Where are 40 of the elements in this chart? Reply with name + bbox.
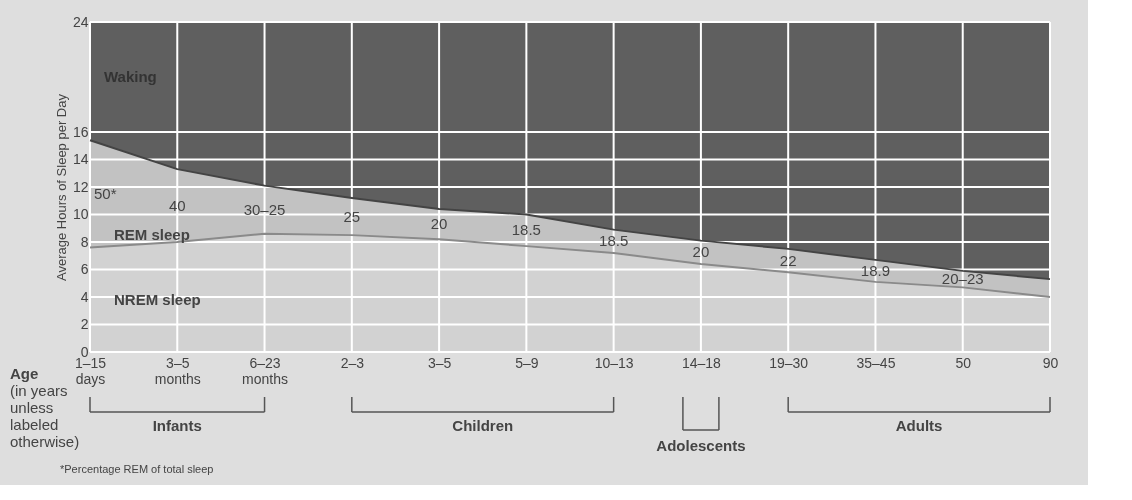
y-tick-label: 16: [72, 123, 89, 140]
annotation: 18.5: [511, 221, 541, 239]
x-tick-label: 2–3: [340, 354, 365, 371]
y-tick-label: 10: [72, 206, 89, 222]
y-tick-label: 12: [72, 178, 89, 195]
y-tick-label: 14: [72, 151, 89, 167]
annotation: 20–23: [941, 270, 984, 288]
y-tick-label: 2: [80, 316, 89, 332]
series-label: NREM sleep: [114, 290, 201, 308]
x-tick-label: 90: [1042, 354, 1059, 371]
annotation: 20: [692, 243, 710, 261]
x-tick-label: 50: [955, 354, 972, 371]
y-tick-label: 8: [80, 233, 89, 250]
x-tick-label: 14–18: [681, 354, 722, 371]
text: Adults: [895, 417, 943, 434]
y-tick-label: 6: [80, 261, 89, 277]
annotation: 40: [168, 196, 186, 214]
text: Children: [452, 417, 514, 434]
annotation: 50*: [94, 184, 117, 202]
x-tick-label: 3–5 months: [154, 354, 201, 387]
text: Infants: [152, 417, 202, 434]
annotation: 22: [779, 251, 797, 269]
annotation: 20: [430, 215, 448, 233]
x-tick-label: 5–9: [515, 354, 539, 371]
series-label: REM sleep: [114, 226, 190, 244]
y-tick-label: 4: [80, 288, 89, 305]
x-tick-label: 19–30: [769, 354, 809, 371]
annotation: 18.9: [860, 261, 891, 279]
x-tick-label: 6–23 months: [242, 354, 289, 387]
x-tick-label: 10–13: [594, 354, 634, 371]
text: Adolescents: [656, 437, 746, 454]
x-tick-label: 3–5: [427, 354, 452, 371]
annotation: 30–25: [243, 200, 286, 218]
annotation: 25: [343, 207, 361, 225]
x-tick-label: 35–45: [856, 354, 896, 371]
y-tick-label: 0: [80, 343, 89, 360]
y-tick-label: 24: [72, 13, 89, 30]
y-axis-title: Average Hours of Sleep per Day: [53, 93, 69, 281]
annotation: 18.5: [599, 232, 629, 250]
text: *Percentage REM of total sleep: [60, 463, 214, 475]
